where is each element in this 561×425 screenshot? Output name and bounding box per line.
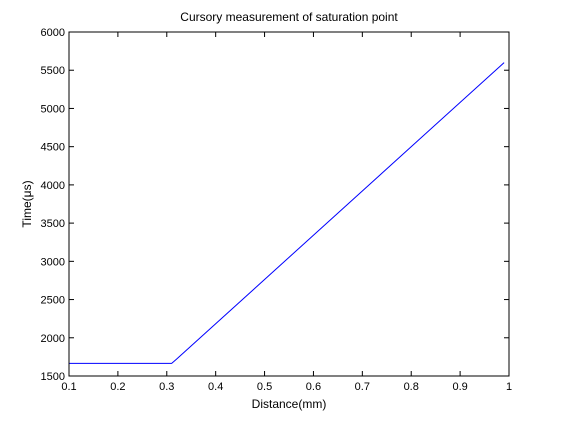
series-line — [69, 62, 505, 364]
chart-title: Cursory measurement of saturation point — [180, 10, 398, 24]
plot-frame — [68, 31, 510, 377]
x-tick-label: 0.1 — [61, 381, 76, 393]
y-tick-label: 1500 — [41, 371, 65, 383]
y-tick-label: 5000 — [41, 103, 65, 115]
x-tick-label: 1 — [506, 381, 512, 393]
x-tick-label: 0.3 — [159, 381, 174, 393]
y-tick-label: 2000 — [41, 333, 65, 345]
y-tick-label: 3000 — [41, 256, 65, 268]
y-tick-label: 4500 — [41, 142, 65, 154]
x-tick-label: 0.9 — [452, 381, 467, 393]
x-tick-label: 0.2 — [110, 381, 125, 393]
y-axis-label: Time(μs) — [20, 180, 34, 227]
y-tick-label: 2500 — [41, 295, 65, 307]
series-layer — [69, 62, 505, 364]
y-tick-label: 5500 — [41, 65, 65, 77]
x-tick-label: 0.6 — [306, 381, 321, 393]
x-tick-label: 0.5 — [257, 381, 272, 393]
x-axis-label: Distance(mm) — [252, 397, 327, 411]
y-tick-label: 6000 — [41, 27, 65, 39]
x-tick-label: 0.4 — [208, 381, 223, 393]
plot-area — [69, 32, 509, 376]
y-tick-label: 3500 — [41, 218, 65, 230]
tick-layer: 0.1 0.2 0.3 0.4 0.5 0.6 0.7 0.8 0.9 1 1500 2000 2500… — [41, 27, 513, 393]
x-tick-label: 0.8 — [404, 381, 419, 393]
y-tick-label: 4000 — [41, 180, 65, 192]
x-tick-label: 0.7 — [355, 381, 370, 393]
